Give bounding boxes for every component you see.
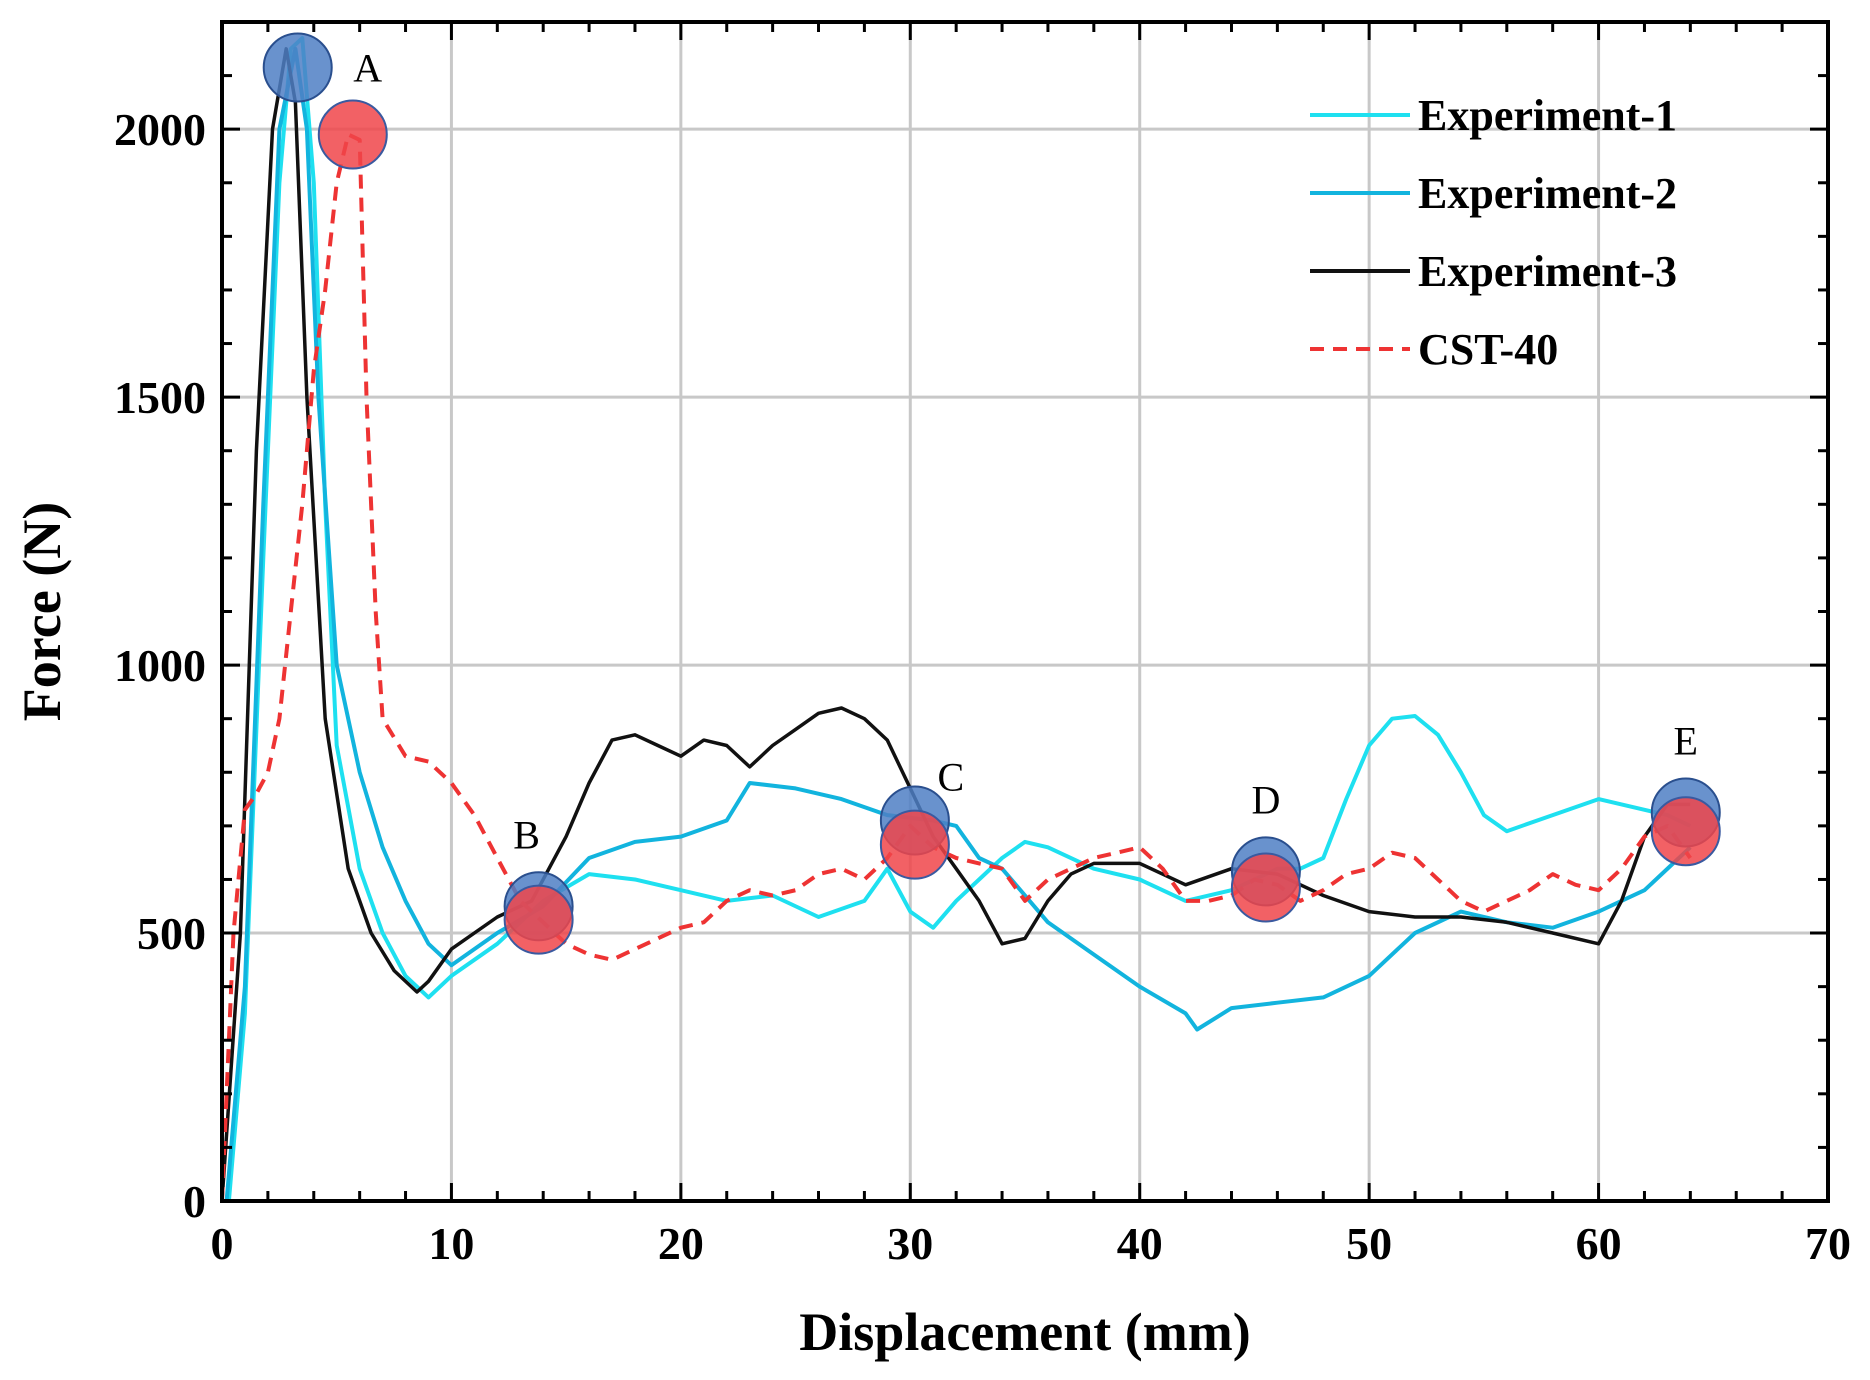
legend-label-experiment-2: Experiment-2 xyxy=(1418,169,1677,218)
series-line-experiment-1 xyxy=(226,36,1692,1202)
x-tick-label: 10 xyxy=(428,1218,474,1269)
series-line-experiment-3 xyxy=(220,47,1691,1202)
key-point-markers: A B C D E xyxy=(262,32,1721,955)
y-tick-label: 1500 xyxy=(114,372,206,423)
series-line-experiment-2 xyxy=(224,46,1692,1202)
y-axis-title: Force (N) xyxy=(12,502,72,721)
marker-red-D xyxy=(1230,852,1301,923)
point-label-A: A xyxy=(353,46,382,91)
marker-blue-A xyxy=(262,32,333,103)
y-tick-label: 0 xyxy=(183,1176,206,1227)
axis-ticks xyxy=(220,20,1830,1203)
point-label-E: E xyxy=(1674,718,1698,763)
y-tick-label: 1000 xyxy=(114,640,206,691)
x-tick-label: 50 xyxy=(1346,1218,1392,1269)
point-label-C: C xyxy=(938,755,965,800)
legend-label-experiment-3: Experiment-3 xyxy=(1418,247,1677,296)
legend-label-cst-40: CST-40 xyxy=(1418,325,1558,374)
x-tick-label: 40 xyxy=(1117,1218,1163,1269)
x-tick-label: 20 xyxy=(658,1218,704,1269)
x-axis-title: Displacement (mm) xyxy=(799,1302,1250,1362)
marker-red-C xyxy=(879,809,950,880)
point-label-B: B xyxy=(513,812,540,857)
legend: Experiment-1 Experiment-2 Experiment-3 CST-… xyxy=(1310,91,1677,374)
y-tick-label: 2000 xyxy=(114,104,206,155)
marker-red-E xyxy=(1650,796,1721,867)
x-tick-label: 0 xyxy=(211,1218,234,1269)
y-tick-label: 500 xyxy=(137,908,206,959)
x-tick-label: 60 xyxy=(1576,1218,1622,1269)
x-tick-label: 70 xyxy=(1805,1218,1851,1269)
point-label-D: D xyxy=(1251,777,1280,822)
marker-red-A xyxy=(317,99,388,170)
tick-labels: 0 10 20 30 40 50 60 70 0 500 1000 1500 2000 xyxy=(114,104,1851,1269)
marker-red-B xyxy=(503,884,574,955)
x-tick-label: 30 xyxy=(887,1218,933,1269)
legend-label-experiment-1: Experiment-1 xyxy=(1418,91,1677,140)
